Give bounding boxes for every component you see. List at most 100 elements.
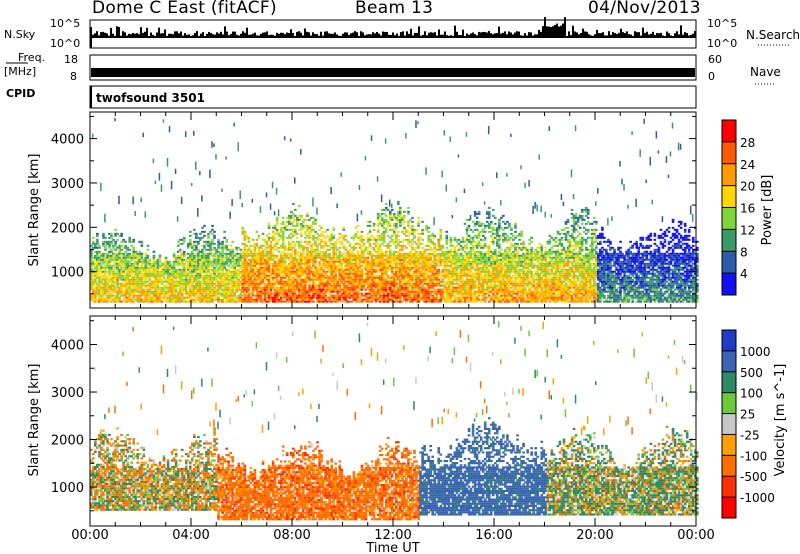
echo-cell [162, 266, 166, 269]
echo-cell [330, 242, 333, 245]
echo-cell [298, 264, 301, 267]
echo-cell [294, 230, 297, 233]
echo-cell [370, 300, 374, 303]
echo-cell [98, 278, 101, 281]
echo-cell [281, 264, 285, 267]
echo-cell [118, 268, 121, 271]
echo-cell [132, 288, 136, 291]
echo-cell [296, 222, 299, 225]
echo-cell [229, 290, 232, 293]
echo-cell [140, 290, 144, 293]
echo-cell [144, 268, 148, 271]
echo-cell [279, 284, 283, 287]
echo-cell [261, 292, 265, 295]
echo-cell [132, 240, 136, 243]
echo-cell [318, 288, 321, 291]
echo-cell [124, 258, 127, 261]
echo-cell [156, 292, 160, 295]
echo-cell [172, 284, 176, 287]
echo-cell [168, 296, 172, 299]
echo-cell [263, 240, 267, 243]
echo-cell [318, 252, 321, 255]
echo-cell [267, 226, 271, 229]
echo-speckle [211, 141, 213, 148]
echo-cell [354, 294, 358, 297]
echo-cell [318, 280, 321, 283]
echo-cell [166, 274, 170, 277]
echo-cell [90, 286, 93, 289]
echo-cell [300, 286, 303, 289]
echo-cell [209, 274, 212, 277]
echo-cell [134, 260, 138, 263]
echo-cell [207, 300, 210, 303]
nsky-sample [618, 32, 620, 38]
echo-cell [94, 254, 97, 257]
echo-cell [308, 266, 311, 269]
echo-cell [263, 290, 267, 293]
echo-cell [217, 246, 220, 249]
echo-cell [302, 268, 305, 271]
echo-cell [195, 246, 198, 249]
echo-cell [285, 224, 289, 227]
echo-cell [239, 260, 243, 263]
echo-cell [251, 290, 255, 293]
echo-cell [96, 286, 99, 289]
echo-cell [130, 282, 134, 285]
echo-cell [407, 212, 410, 215]
echo-cell [265, 234, 269, 237]
echo-cell [283, 256, 287, 259]
echo-cell [144, 292, 148, 295]
echo-cell [346, 280, 350, 283]
echo-cell [336, 260, 340, 263]
echo-cell [168, 274, 172, 277]
echo-cell [294, 264, 297, 267]
echo-cell [241, 294, 245, 297]
echo-cell [388, 236, 392, 239]
echo-cell [203, 268, 206, 271]
echo-cell [142, 284, 146, 287]
echo-cell [285, 254, 289, 257]
echo-cell [294, 260, 297, 263]
nsky-sample [372, 32, 374, 38]
echo-speckle [233, 122, 235, 127]
echo-cell [140, 288, 144, 291]
echo-cell [98, 262, 101, 265]
echo-cell [310, 244, 313, 247]
echo-cell [296, 224, 299, 227]
echo-cell [263, 288, 267, 291]
echo-cell [241, 226, 245, 229]
echo-cell [193, 290, 196, 293]
echo-cell [235, 252, 239, 255]
echo-cell [110, 248, 113, 251]
echo-cell [235, 246, 239, 249]
echo-cell [219, 300, 222, 303]
echo-cell [203, 296, 206, 299]
echo-cell [269, 292, 273, 295]
echo-cell [193, 264, 196, 267]
echo-cell [342, 284, 346, 287]
echo-speckle [154, 180, 157, 185]
echo-cell [239, 300, 243, 303]
echo-cell [257, 272, 261, 275]
echo-cell [176, 260, 180, 263]
echo-cell [360, 234, 364, 237]
echo-cell [326, 266, 329, 269]
echo-cell [215, 294, 218, 297]
echo-cell [134, 266, 138, 269]
nsky-sample [284, 34, 286, 38]
echo-cell [344, 268, 348, 271]
echo-cell [324, 256, 327, 259]
echo-cell [346, 260, 350, 263]
echo-cell [229, 300, 232, 303]
echo-cell [186, 266, 190, 269]
echo-cell [207, 278, 210, 281]
echo-cell [213, 274, 216, 277]
nsky-sample [152, 34, 154, 38]
echo-cell [172, 282, 176, 285]
nsky-sample [404, 35, 406, 38]
echo-cell [298, 266, 301, 269]
echo-cell [116, 268, 119, 271]
echo-cell [152, 262, 156, 265]
echo-cell [120, 240, 123, 243]
echo-cell [393, 230, 396, 233]
